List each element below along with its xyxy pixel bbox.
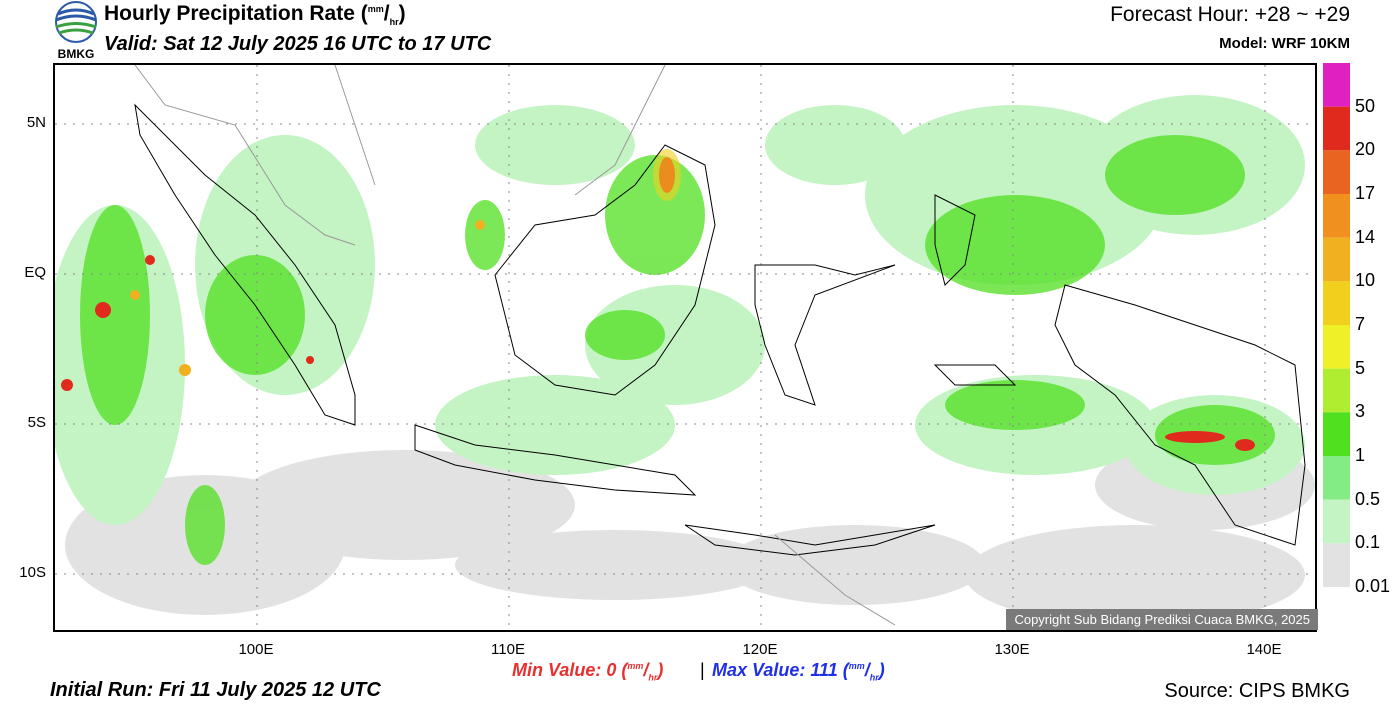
title-unit-sup: mm (367, 4, 384, 14)
lat-label-5s: 5S (27, 414, 46, 431)
title-main: Hourly Precipitation Rate ( (104, 2, 368, 25)
colorbar-swatch (1323, 499, 1350, 544)
forecast-hour: Forecast Hour: +28 ~ +29 (1110, 3, 1350, 26)
min-value: Min Value: 0 (mm/hr) (512, 660, 664, 683)
copyright-notice: Copyright Sub Bidang Prediksi Cuaca BMKG… (1006, 609, 1318, 630)
title-close: ) (398, 2, 406, 25)
lat-label-eq: EQ (24, 264, 46, 281)
map-title: Hourly Precipitation Rate (mm/hr) (104, 2, 406, 27)
colorbar-label: 14 (1355, 226, 1376, 247)
max-unit-slash: / (864, 660, 870, 680)
min-label: Min Value: (512, 660, 602, 680)
neighbor-coastlines (134, 65, 896, 626)
colorbar-swatch (1323, 412, 1350, 456)
colorbar (1323, 63, 1350, 587)
lat-label-5n: 5N (26, 114, 46, 131)
model-name: Model: WRF 10KM (1219, 35, 1350, 52)
colorbar-swatch (1323, 237, 1350, 282)
max-value: Max Value: 111 (mm/hr) (712, 660, 885, 683)
colorbar-label: 5 (1355, 357, 1366, 378)
colorbar-label: 20 (1355, 139, 1376, 160)
colorbar-swatch (1323, 543, 1350, 587)
coastlines (134, 103, 1306, 556)
colorbar-swatch (1323, 194, 1350, 238)
colorbar-label: 0.01 (1355, 576, 1391, 596)
colorbar-label: 17 (1355, 183, 1376, 203)
title-unit-sep: / (383, 2, 390, 25)
colorbar-swatch (1323, 368, 1350, 413)
colorbar-swatch (1323, 106, 1350, 151)
drizzle-areas (65, 440, 1315, 625)
colorbar-swatch (1323, 456, 1350, 500)
valid-time: Valid: Sat 12 July 2025 16 UTC to 17 UTC (104, 33, 492, 55)
colorbar-label: 50 (1355, 95, 1376, 116)
title-unit-sub: hr (389, 17, 399, 28)
lon-label-110e: 110E (491, 641, 525, 658)
lon-label-120e: 120E (742, 641, 778, 658)
max-label: Max Value: 111 (712, 660, 838, 680)
colorbar-label: 3 (1355, 401, 1366, 422)
max-unit-sub: hr (869, 672, 879, 683)
colorbar-swatch (1323, 63, 1350, 107)
graticule (55, 65, 1315, 630)
min-unit-sub: hr (648, 672, 658, 683)
data-source: Source: CIPS BMKG (1164, 680, 1350, 702)
colorbar-label: 0.5 (1355, 488, 1381, 509)
colorbar-label: 0.1 (1355, 532, 1381, 553)
colorbar-swatch (1323, 150, 1350, 194)
colorbar-label: 10 (1355, 270, 1376, 291)
min-unit-slash: / (643, 660, 649, 680)
lon-label-130e: 130E (994, 641, 1030, 658)
map-canvas (55, 65, 1315, 630)
stats-separator: | (700, 660, 705, 680)
bmkg-logo: BMKG (55, 1, 97, 61)
lon-label-100e: 100E (238, 641, 274, 658)
colorbar-swatch (1323, 325, 1350, 369)
min-number: 0 (606, 660, 617, 680)
colorbar-swatch (1323, 281, 1350, 325)
max-unit-sup: mm (848, 661, 865, 671)
logo-text: BMKG (58, 47, 95, 61)
initial-run: Initial Run: Fri 11 July 2025 12 UTC (50, 679, 381, 701)
precipitation-map (53, 63, 1317, 632)
colorbar-label: 7 (1355, 314, 1366, 334)
moderate-rain-areas (80, 135, 1275, 565)
colorbar-label: 1 (1355, 445, 1366, 465)
min-unit-sup: mm (627, 661, 644, 671)
lon-label-140e: 140E (1246, 641, 1282, 658)
heavy-rain-cells (61, 149, 1255, 451)
lat-label-10s: 10S (19, 564, 46, 581)
